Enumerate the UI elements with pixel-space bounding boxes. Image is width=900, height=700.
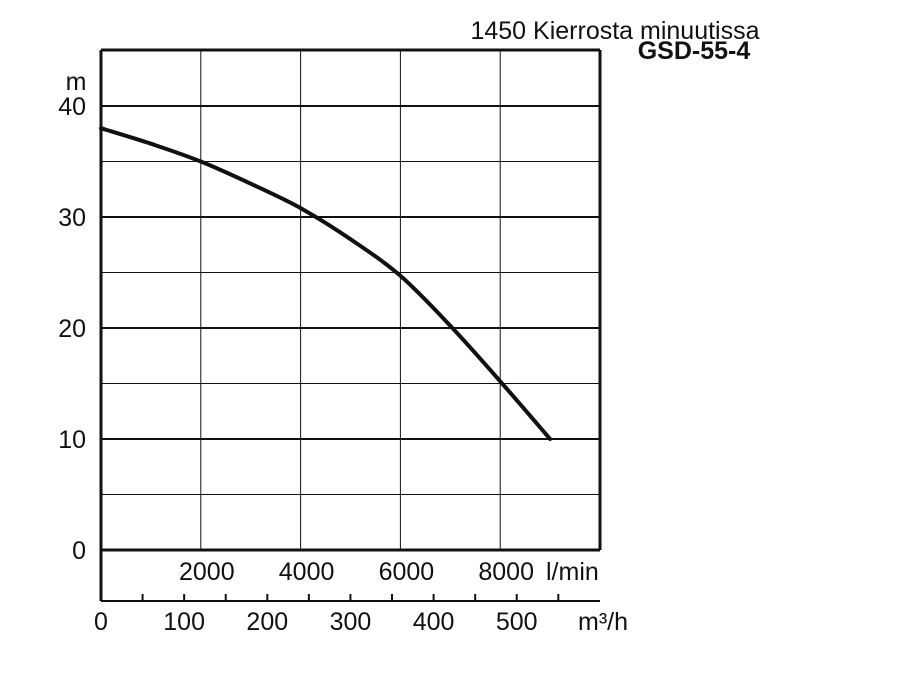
x-tick-label-m3h: 200: [246, 608, 288, 636]
x-tick-label-lmin: 2000: [179, 558, 235, 586]
x-tick-label-m3h: 300: [330, 608, 372, 636]
x-tick-label-m3h: 0: [94, 608, 108, 636]
x-tick-label-lmin: 6000: [379, 558, 435, 586]
chart-subtitle: GSD-55-4: [638, 37, 751, 65]
x-axis-unit-m3h: m³/h: [578, 608, 628, 636]
y-tick-label: 10: [58, 426, 86, 454]
x-axis-unit-lmin: l/min: [546, 558, 599, 586]
x-tick-label-lmin: 8000: [478, 558, 534, 586]
chart-title: 1450 Kierrosta minuutissa: [470, 17, 759, 45]
chart-grid: [101, 50, 600, 550]
y-tick-label: 40: [58, 93, 86, 121]
chart-labels: 1450 Kierrosta minuutissa GSD-55-4 m l/m…: [66, 17, 760, 636]
y-tick-label: 0: [72, 537, 86, 565]
chart-frame: [99, 48, 602, 602]
chart-series: [99, 126, 553, 441]
x-tick-label-m3h: 400: [413, 608, 455, 636]
chart-tick-labels: 0 10 20 30 40 2000 4000 6000 8000 0 100 200 300 400 50…: [58, 93, 537, 636]
y-tick-label: 20: [58, 315, 86, 343]
y-tick-label: 30: [58, 204, 86, 232]
x-tick-label-lmin: 4000: [279, 558, 335, 586]
x-tick-label-m3h: 500: [496, 608, 538, 636]
y-axis-label: m: [66, 68, 87, 96]
x-tick-label-m3h: 100: [163, 608, 205, 636]
series-line: [99, 126, 553, 441]
